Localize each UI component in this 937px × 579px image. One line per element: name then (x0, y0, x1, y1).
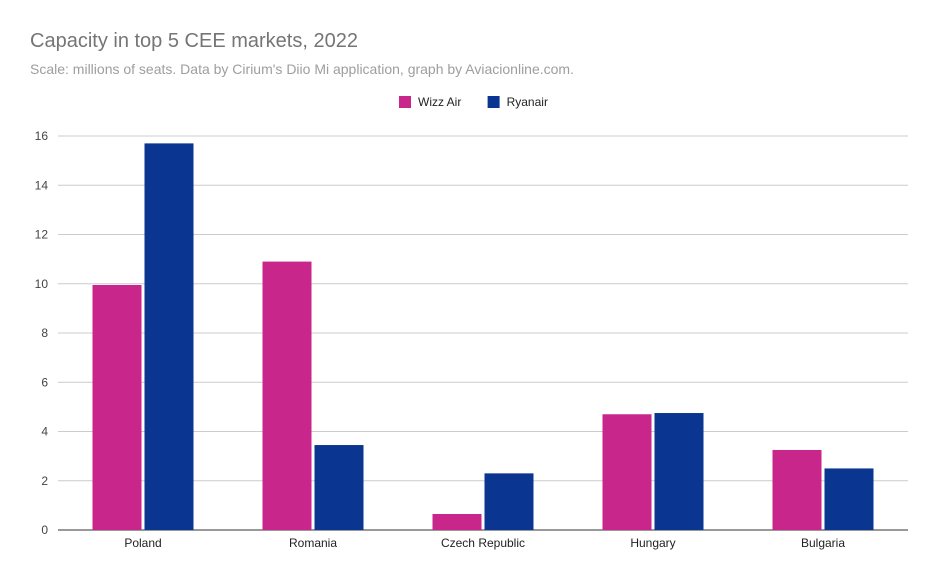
legend-swatch (487, 96, 500, 108)
y-tick-label: 6 (41, 375, 48, 389)
legend-label: Wizz Air (418, 95, 461, 109)
x-category-label: Romania (289, 536, 337, 550)
y-tick-label: 2 (41, 474, 48, 488)
x-category-label: Poland (124, 536, 161, 550)
bar-ryanair (314, 445, 364, 530)
bar-wizz-air (772, 449, 822, 530)
legend-label: Ryanair (507, 95, 548, 109)
y-tick-label: 12 (35, 228, 49, 242)
bar-wizz-air (92, 284, 142, 530)
y-tick-label: 8 (41, 326, 48, 340)
bar-ryanair (654, 413, 704, 530)
x-category-label: Hungary (630, 536, 675, 550)
legend-swatch (399, 96, 411, 108)
bar-ryanair (484, 473, 534, 530)
x-category-label: Bulgaria (801, 536, 845, 550)
bar-ryanair (144, 143, 194, 530)
y-tick-label: 14 (35, 178, 49, 192)
chart-title: Capacity in top 5 CEE markets, 2022 (30, 30, 358, 52)
y-tick-label: 10 (35, 277, 49, 291)
y-tick-label: 0 (41, 523, 48, 537)
chart-subtitle: Scale: millions of seats. Data by Cirium… (30, 61, 574, 77)
x-category-label: Czech Republic (441, 536, 525, 550)
bar-wizz-air (432, 513, 482, 530)
bar-wizz-air (602, 414, 652, 530)
y-tick-label: 4 (41, 425, 48, 439)
bar-ryanair (824, 468, 874, 530)
y-tick-label: 16 (35, 129, 49, 143)
bar-wizz-air (262, 261, 312, 530)
